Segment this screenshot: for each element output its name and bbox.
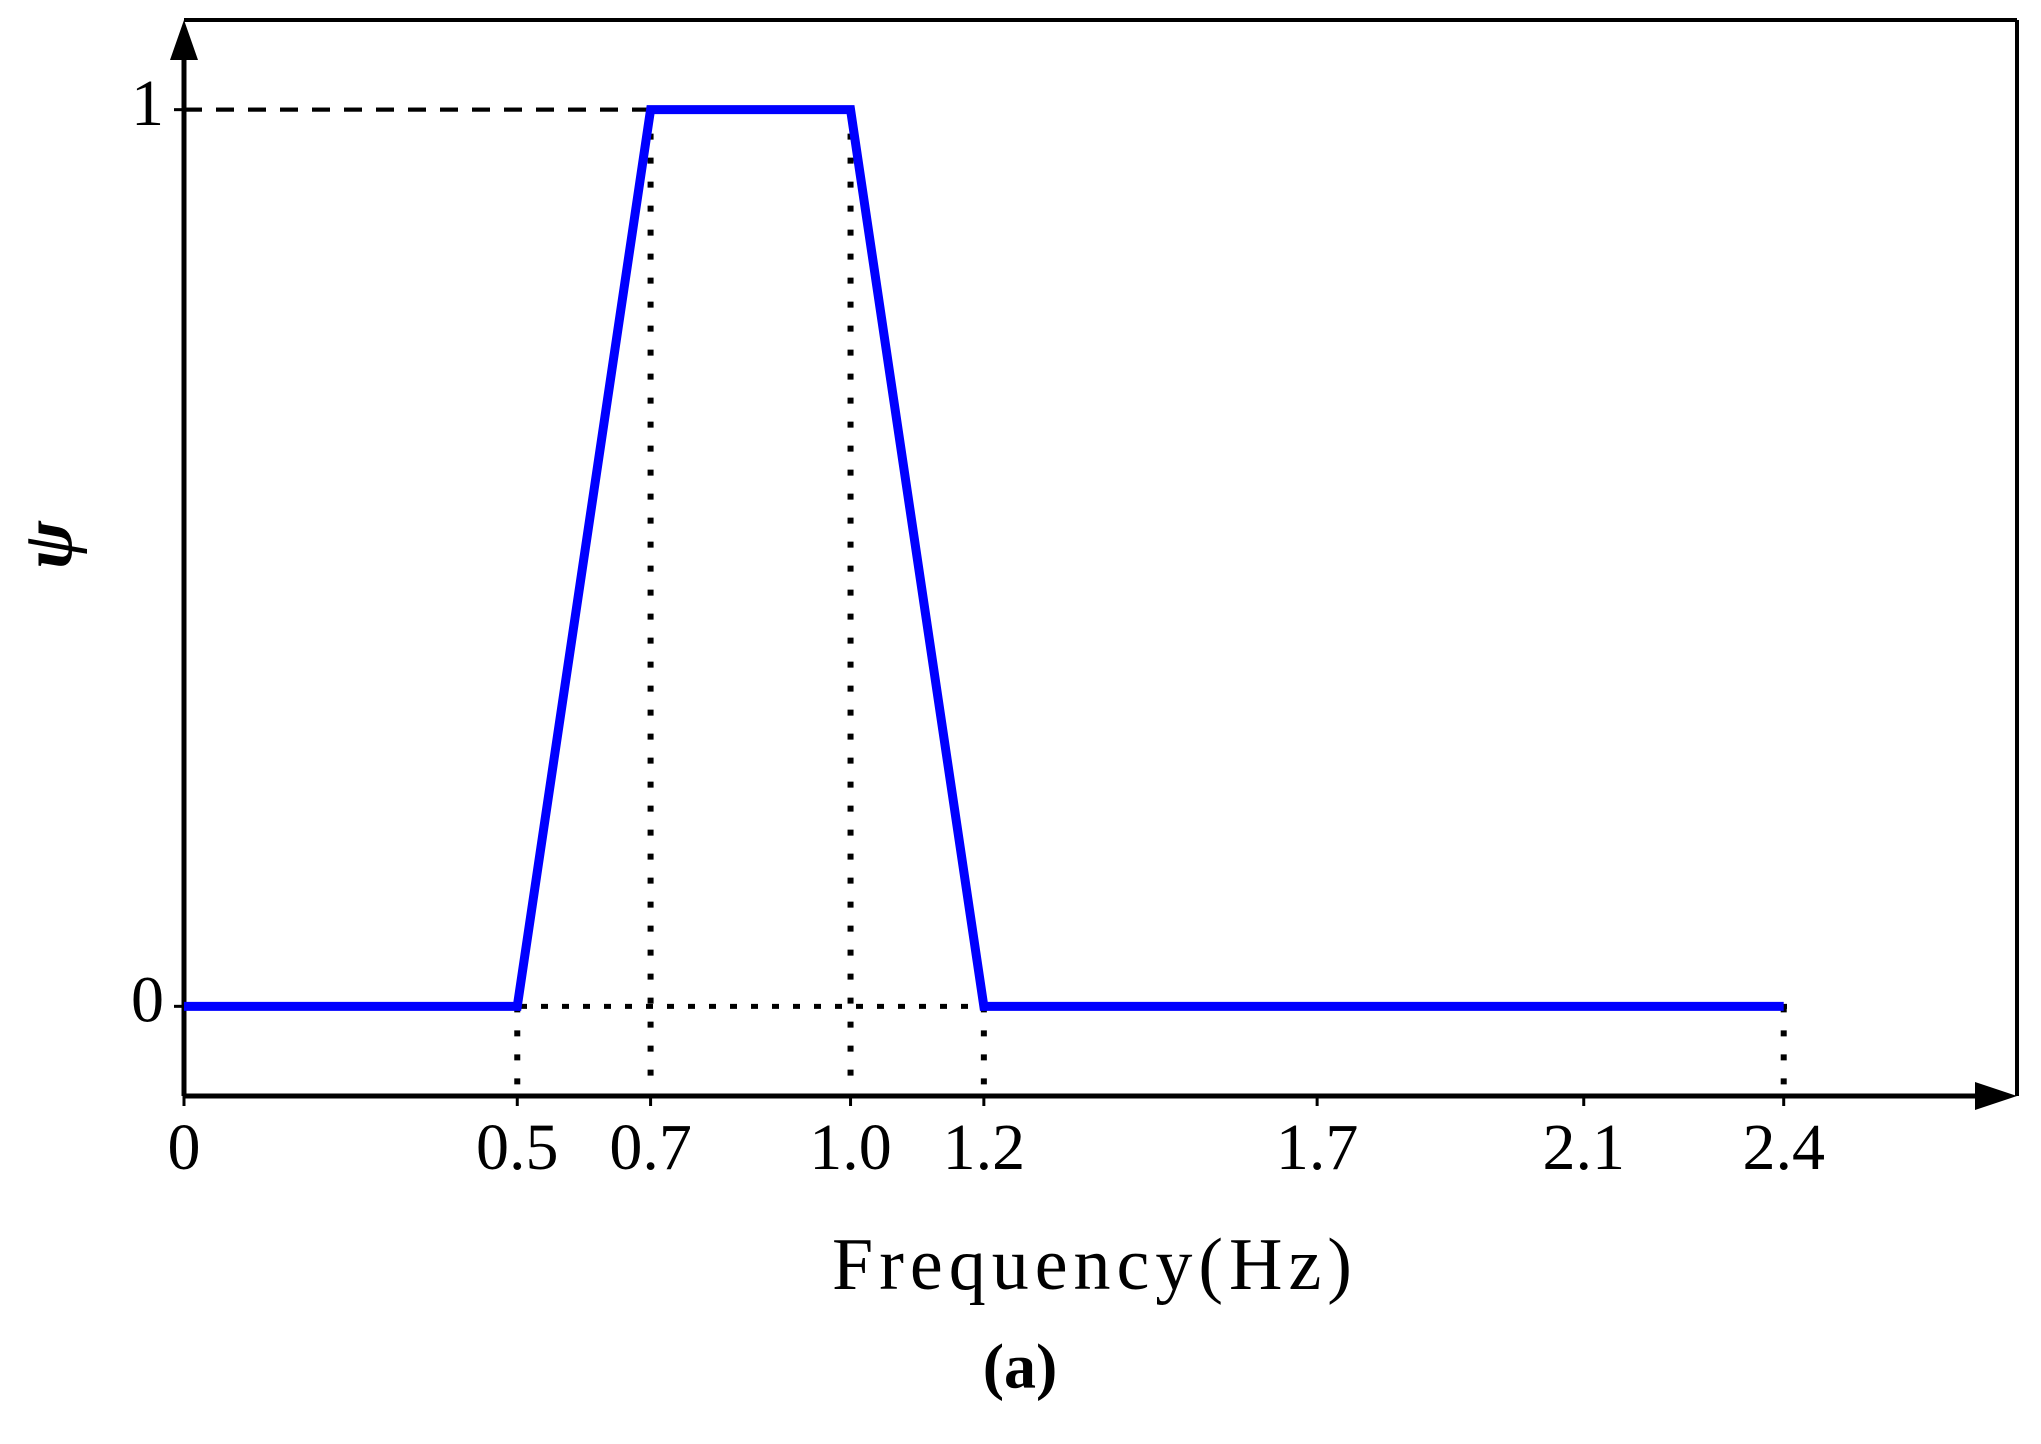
axis-arrow [170,20,198,60]
x-axis-label: Frequency(Hz) [832,1224,1358,1306]
x-tick-label: 2.1 [1542,1111,1625,1184]
y-axis-label: ψ [8,520,88,569]
data-line [184,105,1784,1011]
caption: (a) [983,1331,1058,1402]
x-tick-label: 2.4 [1742,1111,1825,1184]
x-tick-label: 0.7 [609,1111,692,1184]
x-tick-label: 1.2 [943,1111,1026,1184]
y-tick-label: 1 [131,67,164,140]
x-tick-label: 1.0 [809,1111,892,1184]
x-tick-label: 1.7 [1276,1111,1359,1184]
x-tick-label: 0 [168,1111,201,1184]
x-tick-label: 0.5 [476,1111,559,1184]
y-tick-label: 0 [131,963,164,1036]
axis-arrow [1975,1082,2017,1110]
